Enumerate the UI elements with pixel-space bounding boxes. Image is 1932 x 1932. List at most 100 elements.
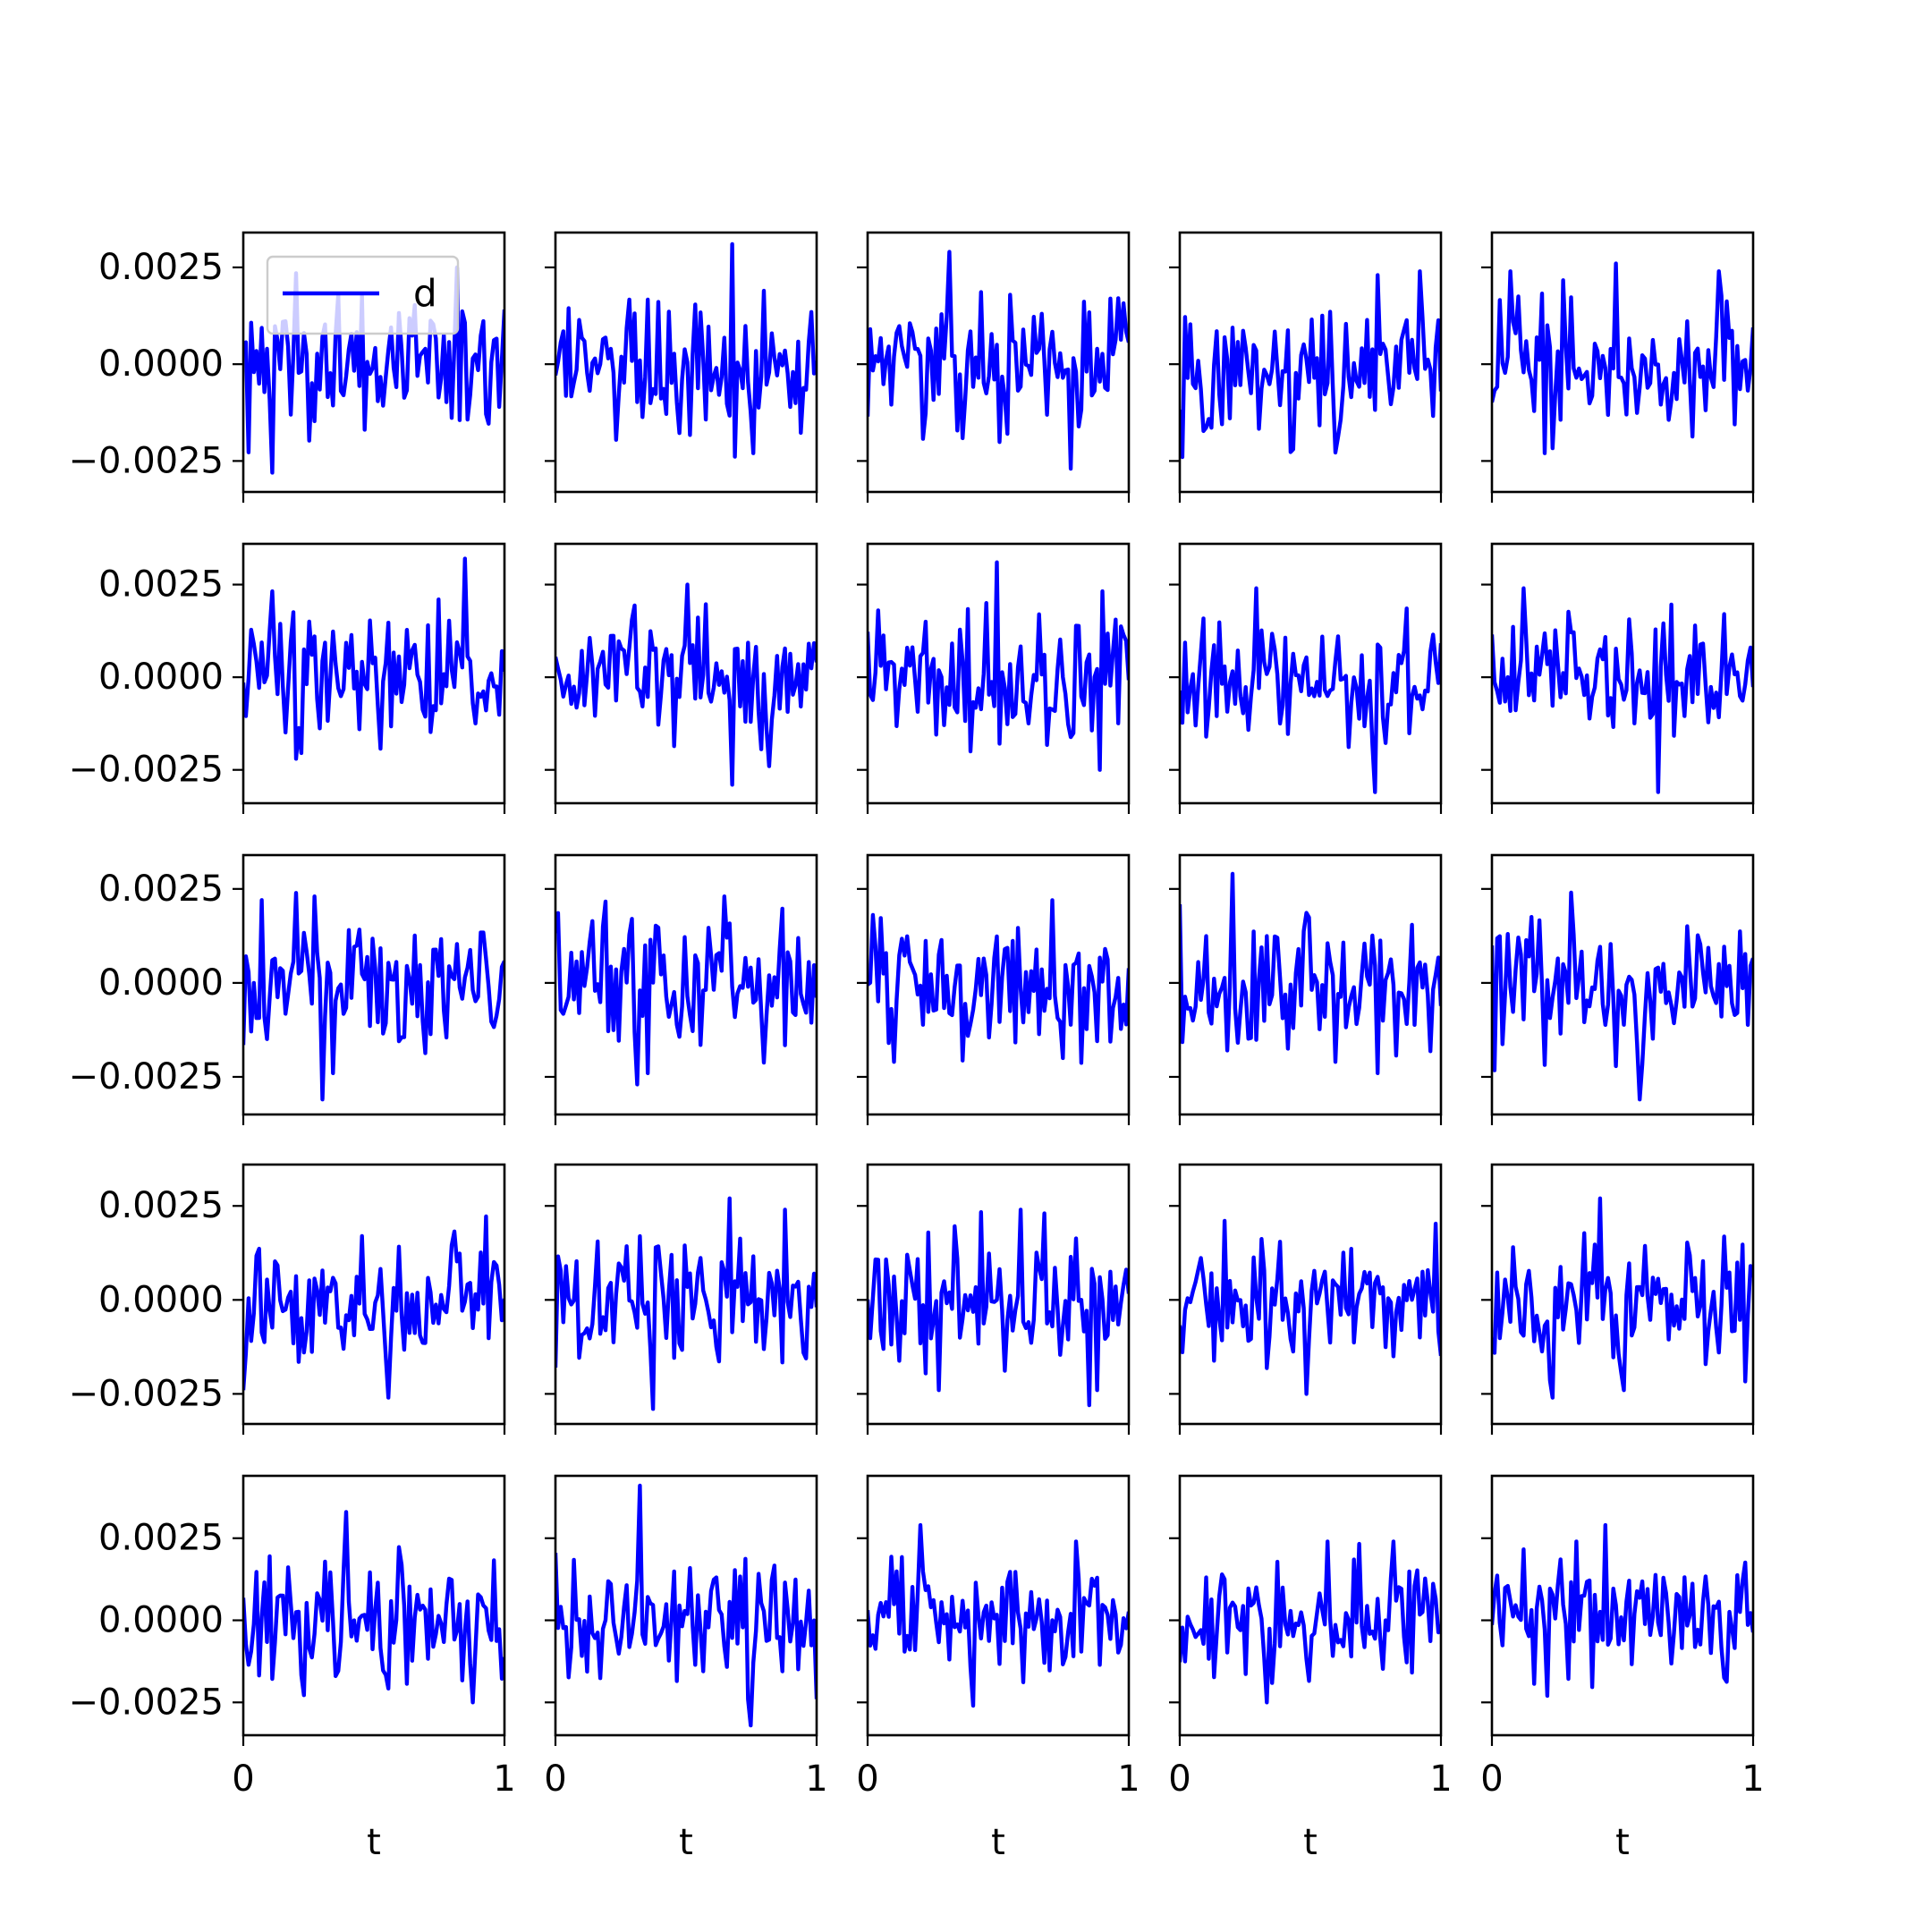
panel-r3c5 [1481, 853, 1755, 1125]
y-tick-label: −0.0025 [69, 1682, 224, 1723]
series-line [555, 1483, 817, 1728]
axes-frame [866, 542, 1131, 805]
axes-frame [554, 1163, 818, 1426]
legend: d [266, 255, 460, 335]
axes-frame [866, 231, 1131, 494]
axes-frame [1178, 1474, 1443, 1737]
panel-r5c2: 0 1 t [544, 1474, 828, 1863]
panel-r1c4 [1169, 231, 1443, 503]
series-line [868, 250, 1129, 471]
x-axis-label: t [991, 1822, 1005, 1863]
series-line [868, 560, 1129, 772]
axes-frame [1490, 542, 1755, 805]
y-tick-label: 0.0025 [98, 247, 224, 288]
axes-frame [866, 1163, 1131, 1426]
panel-r2c1: −0.0025 0.0000 0.0025 [69, 542, 506, 814]
y-tick-label: 0.0000 [98, 1279, 224, 1320]
series-line [555, 242, 817, 459]
panel-r5c3: 0 1 t [856, 1474, 1140, 1863]
axes-frame [1178, 1163, 1443, 1426]
x-tick-label: 1 [1741, 1758, 1764, 1800]
x-tick-label: 0 [544, 1758, 566, 1800]
panel-r4c5 [1481, 1163, 1755, 1435]
series-line [555, 1196, 817, 1411]
series-line [1492, 890, 1753, 1102]
series-line [243, 1510, 504, 1705]
x-tick-label: 1 [805, 1758, 827, 1800]
series-line [555, 582, 817, 787]
axes-frame [554, 231, 818, 494]
y-tick-label: 0.0000 [98, 1600, 224, 1641]
series-line [868, 898, 1129, 1065]
series-line [1492, 586, 1753, 794]
axes-frame [1490, 853, 1755, 1116]
series-line [1180, 871, 1441, 1075]
panel-r3c4 [1169, 853, 1443, 1125]
x-axis-label: t [367, 1822, 381, 1863]
series-line [243, 556, 504, 761]
axes-frame [866, 853, 1131, 1116]
x-tick-label: 0 [1168, 1758, 1191, 1800]
panel-r4c4 [1169, 1163, 1443, 1435]
panel-r3c3 [857, 853, 1131, 1125]
x-axis-label: t [1303, 1822, 1318, 1863]
panel-r1c2 [545, 231, 818, 503]
axes-frame [242, 231, 506, 494]
x-tick-label: 1 [1429, 1758, 1452, 1800]
y-tick-label: 0.0000 [98, 962, 224, 1004]
panel-r2c3 [857, 542, 1131, 814]
panel-r2c2 [545, 542, 818, 814]
x-tick-label: 1 [1117, 1758, 1140, 1800]
x-tick-label: 0 [1480, 1758, 1503, 1800]
axes-frame [1490, 1163, 1755, 1426]
axes-frame [1490, 231, 1755, 494]
series-line [1492, 1522, 1753, 1699]
y-tick-label: 0.0000 [98, 343, 224, 385]
y-tick-label: 0.0025 [98, 1518, 224, 1559]
panel-r4c1: −0.0025 0.0000 0.0025 [69, 1163, 506, 1435]
series-line [1180, 269, 1441, 460]
series-line [1180, 1539, 1441, 1705]
y-tick-label: −0.0025 [69, 1056, 224, 1097]
series-line [1492, 261, 1753, 455]
panel-r1c3 [857, 231, 1131, 503]
x-tick-label: 0 [232, 1758, 254, 1800]
panel-r3c1: −0.0025 0.0000 0.0025 [69, 853, 506, 1125]
axes-frame [1490, 1474, 1755, 1737]
x-axis-label: t [1615, 1822, 1630, 1863]
panel-r4c3 [857, 1163, 1131, 1435]
panel-r2c4 [1169, 542, 1443, 814]
legend-label: d [413, 272, 437, 316]
series-line [555, 894, 817, 1087]
axes-frame [866, 1474, 1131, 1737]
axes-frame [1178, 231, 1443, 494]
axes-frame [242, 542, 506, 805]
axes-frame [242, 853, 506, 1116]
series-line [1180, 586, 1441, 794]
series-line [243, 891, 504, 1102]
panel-r1c5 [1481, 231, 1755, 503]
y-tick-label: 0.0000 [98, 657, 224, 698]
panel-r2c5 [1481, 542, 1755, 814]
y-tick-label: −0.0025 [69, 750, 224, 791]
axes-frame [242, 1163, 506, 1426]
series-line [868, 1522, 1129, 1708]
panel-r5c1: −0.0025 0.0000 0.0025 0 1 t [69, 1474, 516, 1863]
x-tick-label: 1 [493, 1758, 515, 1800]
panel-r1c1: −0.0025 0.0000 0.0025 d [69, 231, 506, 503]
panel-r5c4: 0 1 t [1168, 1474, 1453, 1863]
axes-frame [1178, 853, 1443, 1116]
y-tick-label: −0.0025 [69, 1373, 224, 1414]
panel-r5c5: 0 1 t [1480, 1474, 1765, 1863]
axes-frame [242, 1474, 506, 1737]
series-line [1492, 1196, 1753, 1400]
series-line [1180, 1218, 1441, 1396]
series-line [868, 1208, 1129, 1408]
panel-r4c2 [545, 1163, 818, 1435]
y-tick-label: 0.0025 [98, 1185, 224, 1226]
axes-frame [554, 853, 818, 1116]
axes-frame [1178, 542, 1443, 805]
axes-frame [554, 542, 818, 805]
panel-r3c2 [545, 853, 818, 1125]
